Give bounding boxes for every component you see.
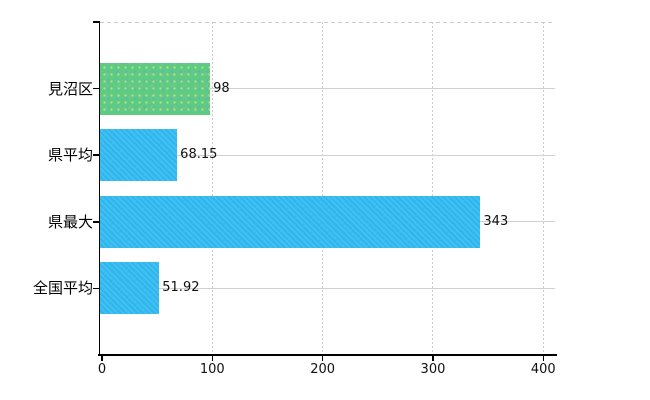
y-axis-tick <box>93 287 101 290</box>
vertical-gridline <box>542 22 544 355</box>
x-axis-tick-label: 300 <box>420 362 446 377</box>
x-axis-tick <box>321 355 324 361</box>
y-axis-tick <box>93 154 101 156</box>
y-axis-tick <box>93 87 101 90</box>
category-label: 県最大 <box>47 212 93 231</box>
plot-top-gridline <box>100 21 555 23</box>
row-gridline <box>100 154 555 156</box>
x-axis-tick-label: 400 <box>530 362 556 377</box>
category-label: 県平均 <box>47 146 93 165</box>
x-axis-line <box>98 354 557 356</box>
vertical-gridline <box>432 22 434 355</box>
bar-value-label: 68.15 <box>180 147 218 163</box>
bar[interactable] <box>100 195 481 248</box>
y-axis-tick <box>93 21 101 23</box>
vertical-gridline <box>211 22 213 355</box>
y-axis-tick <box>93 221 101 223</box>
bar[interactable] <box>100 129 178 182</box>
category-label: 全国平均 <box>32 279 93 298</box>
x-axis-tick <box>101 355 103 361</box>
bar[interactable] <box>100 262 160 315</box>
x-axis-tick-label: 200 <box>310 362 336 377</box>
row-gridline <box>100 287 555 289</box>
x-axis-tick-label: 100 <box>199 362 225 377</box>
bar-value-label: 51.92 <box>162 280 200 296</box>
x-axis-tick <box>211 355 214 361</box>
row-gridline <box>100 88 555 90</box>
x-axis-tick-label: 0 <box>97 362 107 377</box>
bar[interactable] <box>100 62 211 115</box>
bar-value-label: 343 <box>483 213 509 229</box>
vertical-gridline <box>322 22 324 355</box>
x-axis-tick <box>542 355 545 361</box>
y-axis-line <box>98 22 101 355</box>
x-axis-tick <box>432 355 434 361</box>
bar-value-label: 98 <box>213 80 230 96</box>
category-label: 見沼区 <box>47 79 93 98</box>
